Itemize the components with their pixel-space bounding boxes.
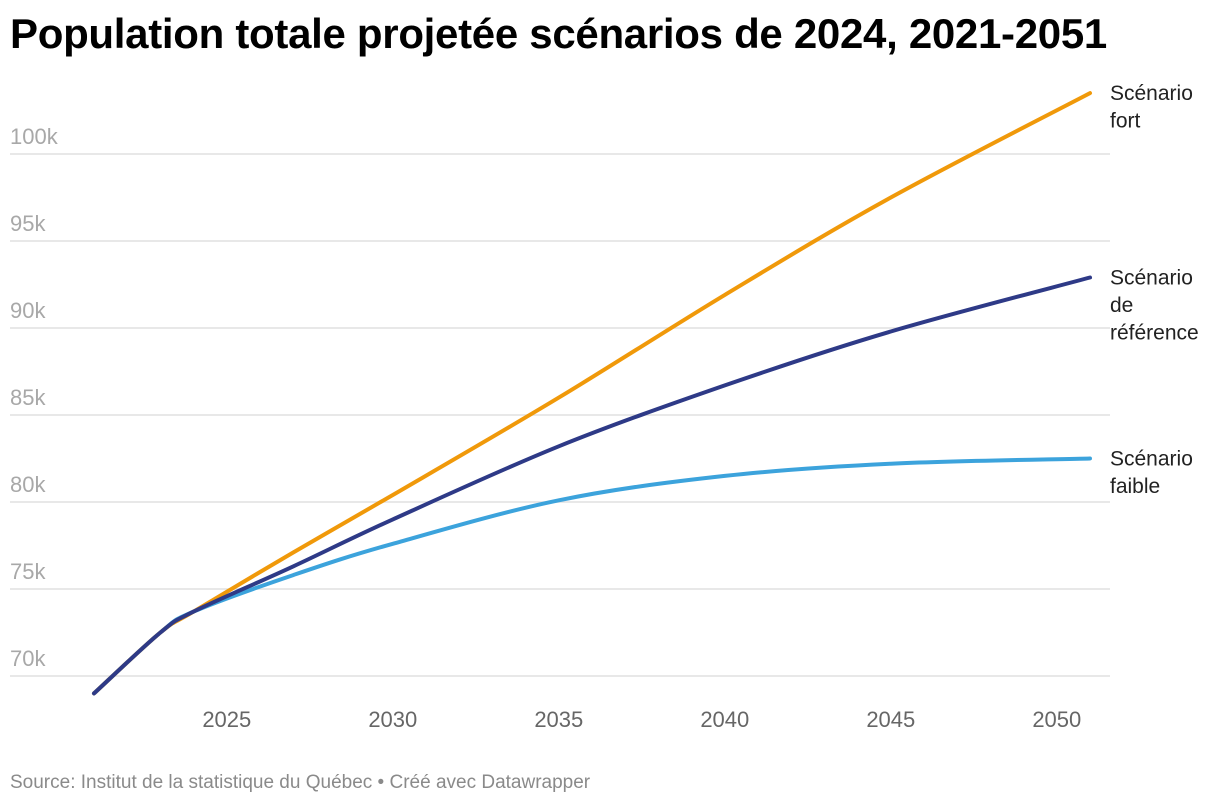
x-tick-label: 2025 [202,707,251,732]
y-tick-label: 95k [10,211,46,236]
series-label: Scénario de référence [1110,267,1199,345]
series-label-line: faible [1110,475,1160,498]
x-tick-label: 2040 [700,707,749,732]
series-label-line: Scénario [1110,82,1193,105]
series-label-line: fort [1110,110,1141,133]
gridlines [10,153,1110,677]
series-label-line: de [1110,294,1133,317]
series-label-line: Scénario [1110,267,1193,290]
series-labels: Scénario fort Scénario de référence Scénario f… [1110,82,1199,498]
series-label: Scénario fort [1110,82,1193,133]
y-tick-label: 85k [10,385,46,410]
source-footer: Source: Institut de la statistique du Qu… [10,772,591,793]
y-tick-label: 90k [10,298,46,323]
x-tick-label: 2050 [1032,707,1081,732]
x-tick-label: 2035 [534,707,583,732]
x-axis-ticks: 2025 2030 2035 2040 2045 2050 [202,707,1081,732]
series-line [92,91,1092,696]
x-tick-label: 2045 [866,707,915,732]
x-tick-label: 2030 [368,707,417,732]
series-label-line: référence [1110,322,1199,345]
y-tick-label: 80k [10,472,46,497]
series-line [92,275,1092,696]
y-tick-label: 75k [10,559,46,584]
y-axis-ticks: 70k 75k 80k 85k 90k 95k 100k [10,124,59,671]
series-lines [92,91,1092,696]
series-line [92,456,1092,696]
series-label: Scénario faible [1110,448,1193,499]
series-label-line: Scénario [1110,448,1193,471]
y-tick-label: 100k [10,124,59,149]
y-tick-label: 70k [10,646,46,671]
chart-title: Population totale projetée scénarios de … [10,10,1107,57]
